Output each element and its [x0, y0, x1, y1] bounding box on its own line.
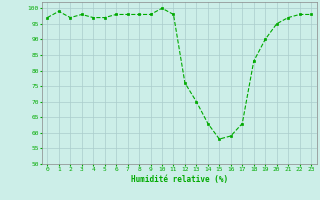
X-axis label: Humidité relative (%): Humidité relative (%)	[131, 175, 228, 184]
